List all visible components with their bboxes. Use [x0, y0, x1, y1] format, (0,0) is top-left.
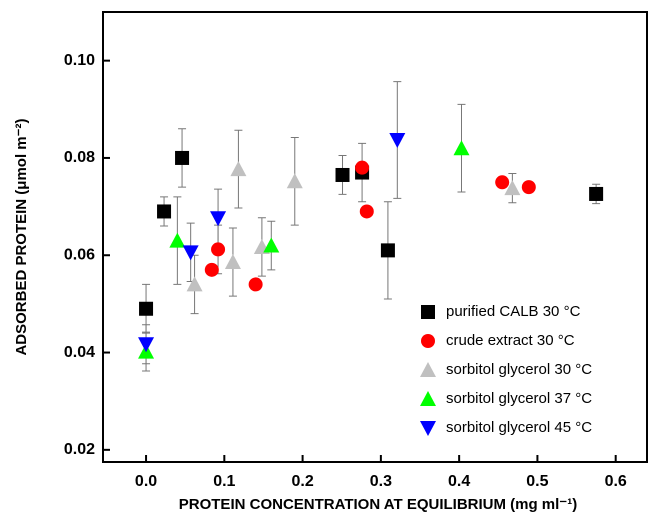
y-axis-label: ADSORBED PROTEIN (μmol m⁻²): [13, 118, 30, 355]
y-tick-label: 0.02: [64, 441, 95, 458]
x-tick-label: 0.4: [448, 473, 470, 490]
point: [230, 161, 247, 177]
x-tick-label: 0.1: [213, 473, 235, 490]
x-tick-label: 0.0: [135, 473, 157, 490]
legend-label: sorbitol glycerol 45 °C: [446, 419, 592, 436]
point: [521, 180, 536, 195]
point: [286, 173, 303, 189]
x-tick-label: 0.5: [526, 473, 548, 490]
legend-marker: [420, 391, 436, 406]
point: [175, 150, 190, 165]
y-tick-label: 0.10: [64, 52, 95, 69]
point: [210, 211, 227, 227]
point: [495, 175, 510, 190]
x-tick-label: 0.2: [291, 473, 313, 490]
point: [453, 140, 470, 156]
point: [335, 167, 350, 182]
legend-marker: [421, 334, 435, 348]
point: [224, 254, 241, 270]
point: [182, 245, 199, 261]
point: [380, 243, 395, 258]
y-tick-label: 0.06: [64, 246, 95, 263]
point: [589, 186, 604, 201]
point: [157, 204, 172, 219]
plot-frame: [102, 11, 648, 463]
y-tick-label: 0.04: [64, 344, 95, 361]
legend-label: purified CALB 30 °C: [446, 303, 581, 320]
point: [248, 277, 263, 292]
point: [389, 132, 406, 148]
x-tick-label: 0.3: [370, 473, 392, 490]
legend-label: crude extract 30 °C: [446, 332, 575, 349]
point: [355, 160, 370, 175]
point: [169, 232, 186, 248]
x-axis-label: PROTEIN CONCENTRATION AT EQUILIBRIUM (mg…: [179, 496, 577, 513]
legend-marker: [420, 362, 436, 377]
point: [504, 180, 521, 196]
point: [138, 337, 155, 353]
legend-label: sorbitol glycerol 30 °C: [446, 361, 592, 378]
y-tick-label: 0.08: [64, 149, 95, 166]
point: [263, 237, 280, 253]
legend-label: sorbitol glycerol 37 °C: [446, 390, 592, 407]
legend-marker: [420, 421, 436, 436]
point: [186, 276, 203, 292]
point: [359, 204, 374, 219]
point: [204, 262, 219, 277]
point: [211, 242, 226, 257]
x-tick-label: 0.6: [605, 473, 627, 490]
point: [139, 301, 154, 316]
legend-marker: [421, 305, 435, 319]
